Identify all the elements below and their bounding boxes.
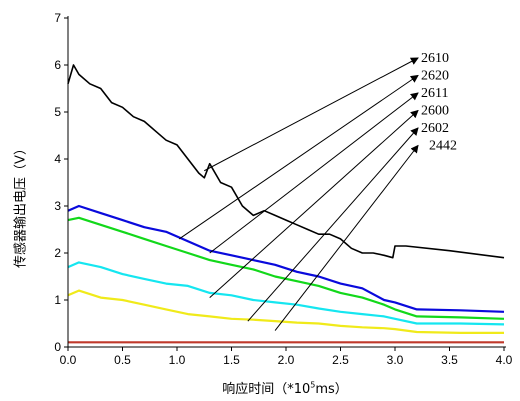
annotation-label-2602: 2602 (421, 121, 449, 136)
annotation-label-2611: 2611 (421, 86, 448, 101)
series-line-2610 (67, 64, 505, 259)
y-tick-label: 3 (54, 199, 61, 213)
y-tick-label: 4 (54, 152, 61, 166)
x-tick-label: 4.0 (496, 353, 513, 367)
annotation-label-2600: 2600 (421, 104, 449, 119)
annotation-arrow-2442 (274, 144, 419, 331)
x-axis-label-exponent: 5 (310, 380, 316, 390)
x-axis-label: 响应时间（*105ms） (210, 378, 360, 397)
annotation-arrow-2600 (209, 109, 419, 299)
x-axis-label-suffix: ms） (315, 382, 348, 397)
x-tick-label: 2.5 (332, 353, 349, 367)
y-tick-label: 2 (54, 246, 61, 260)
annotation-label-2442: 2442 (429, 139, 457, 154)
series-layer (67, 64, 505, 344)
annotation-arrow-2620 (178, 74, 419, 240)
y-axis-label-text: 传感器输出电压（V） (13, 142, 29, 268)
x-tick-label: 2.0 (278, 353, 295, 367)
y-tick-label: 5 (54, 105, 61, 119)
y-tick-label: 7 (54, 11, 61, 25)
y-tick-label: 1 (54, 293, 61, 307)
x-tick-label: 1.5 (223, 353, 240, 367)
series-line-2611 (67, 216, 505, 320)
annotation-arrow-2602 (247, 127, 419, 322)
annotations: 2610 2620 2611 2600 2602 2442 (178, 51, 457, 331)
series-line-2602 (67, 289, 504, 334)
annotation-arrow-2610 (204, 57, 419, 172)
x-tick-label: 0.5 (114, 353, 131, 367)
x-tick-label: 0.0 (60, 353, 77, 367)
y-axis-label: 传感器输出电压（V） (8, 120, 30, 290)
annotation-label-2620: 2620 (421, 69, 449, 84)
y-tick-label: 0 (54, 340, 61, 354)
series-line-2620 (67, 204, 505, 313)
x-tick-label: 3.0 (387, 353, 404, 367)
annotation-label-2610: 2610 (421, 51, 449, 66)
axes: 0 1 2 3 4 5 6 7 0.0 0.5 1.0 1.5 2.0 2.5 3.0 3.5 4.0 (54, 11, 512, 367)
series-line-2600 (67, 261, 505, 326)
annotation-arrow-2611 (209, 92, 419, 254)
y-tick-label: 6 (54, 58, 61, 72)
x-tick-label: 3.5 (441, 353, 458, 367)
x-tick-label: 1.0 (169, 353, 186, 367)
x-axis-label-prefix: 响应时间（*10 (222, 382, 311, 397)
